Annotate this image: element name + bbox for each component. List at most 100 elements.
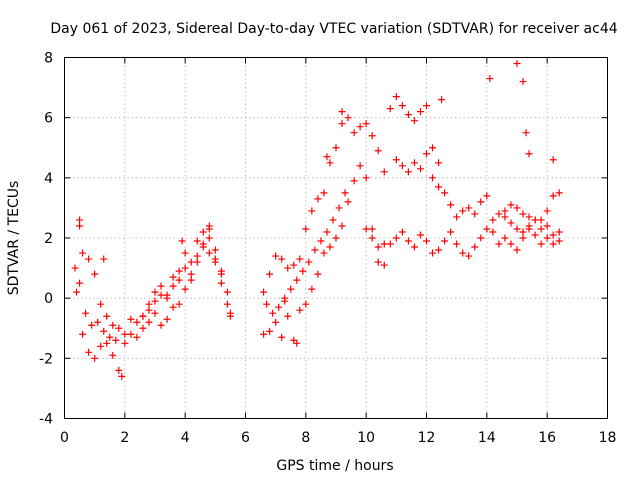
data-point bbox=[380, 240, 388, 248]
chart-title: Day 061 of 2023, Sidereal Day-to-day VTE… bbox=[50, 21, 617, 37]
x-tick-label: 18 bbox=[599, 430, 617, 446]
data-point bbox=[97, 300, 105, 308]
data-point bbox=[465, 204, 473, 212]
data-point bbox=[73, 288, 81, 296]
data-point bbox=[513, 204, 521, 212]
data-point bbox=[374, 243, 382, 251]
data-point bbox=[429, 174, 437, 182]
data-point bbox=[272, 318, 280, 326]
data-point bbox=[495, 210, 503, 218]
y-tick-label: 8 bbox=[44, 51, 53, 67]
data-point bbox=[501, 213, 509, 221]
data-point bbox=[163, 315, 171, 323]
data-point bbox=[453, 213, 461, 221]
data-point bbox=[438, 96, 446, 104]
data-point bbox=[519, 210, 527, 218]
data-point bbox=[151, 288, 159, 296]
data-point bbox=[537, 216, 545, 224]
data-point bbox=[543, 207, 551, 215]
data-point bbox=[356, 162, 364, 170]
data-point bbox=[323, 228, 331, 236]
data-point bbox=[543, 234, 551, 242]
data-point bbox=[109, 321, 117, 329]
data-point bbox=[199, 228, 207, 236]
data-point bbox=[296, 255, 304, 263]
data-point bbox=[410, 117, 418, 125]
data-point bbox=[356, 123, 364, 131]
data-point bbox=[338, 120, 346, 128]
data-point bbox=[416, 231, 424, 239]
data-point bbox=[477, 198, 485, 206]
data-point bbox=[103, 312, 111, 320]
data-point bbox=[344, 198, 352, 206]
data-point bbox=[211, 246, 219, 254]
data-point bbox=[435, 246, 443, 254]
data-point bbox=[85, 348, 93, 356]
data-point bbox=[398, 162, 406, 170]
data-point bbox=[507, 240, 515, 248]
data-point bbox=[320, 249, 328, 257]
data-point bbox=[169, 273, 177, 281]
data-point bbox=[106, 333, 114, 341]
data-point bbox=[507, 201, 515, 209]
data-point bbox=[537, 225, 545, 233]
data-point bbox=[531, 231, 539, 239]
data-point bbox=[169, 303, 177, 311]
data-point bbox=[380, 261, 388, 269]
data-point bbox=[519, 228, 527, 236]
data-points bbox=[71, 60, 563, 380]
data-point bbox=[465, 252, 473, 260]
data-point bbox=[332, 234, 340, 242]
data-point bbox=[332, 144, 340, 152]
data-point bbox=[429, 249, 437, 257]
data-point bbox=[507, 219, 515, 227]
series-isolated-points bbox=[76, 60, 557, 380]
data-point bbox=[226, 312, 234, 320]
data-point bbox=[269, 309, 277, 317]
data-point bbox=[537, 240, 545, 248]
data-point bbox=[112, 336, 120, 344]
data-point bbox=[284, 312, 292, 320]
data-point bbox=[76, 279, 84, 287]
data-point bbox=[404, 237, 412, 245]
y-tick-label: 2 bbox=[44, 231, 53, 247]
data-point bbox=[100, 255, 108, 263]
data-point bbox=[275, 303, 283, 311]
data-point bbox=[287, 285, 295, 293]
data-point bbox=[555, 189, 563, 197]
data-point bbox=[501, 234, 509, 242]
data-point bbox=[329, 216, 337, 224]
data-point bbox=[109, 351, 117, 359]
x-tick-label: 12 bbox=[418, 430, 436, 446]
data-point bbox=[127, 315, 135, 323]
data-point bbox=[79, 249, 87, 257]
data-point bbox=[91, 354, 99, 362]
data-point bbox=[85, 255, 93, 263]
data-point bbox=[103, 339, 111, 347]
data-point bbox=[175, 300, 183, 308]
data-point bbox=[157, 282, 165, 290]
data-point bbox=[477, 234, 485, 242]
data-point bbox=[362, 225, 370, 233]
y-tick-label: 0 bbox=[44, 291, 53, 307]
data-point bbox=[314, 270, 322, 278]
x-tick-label: 16 bbox=[538, 430, 556, 446]
data-point bbox=[211, 255, 219, 263]
x-tick-label: 2 bbox=[120, 430, 129, 446]
data-point bbox=[217, 267, 225, 275]
x-tick-label: 4 bbox=[181, 430, 190, 446]
data-point bbox=[157, 321, 165, 329]
data-point bbox=[178, 237, 186, 245]
data-point bbox=[453, 240, 461, 248]
data-point bbox=[513, 225, 521, 233]
data-point bbox=[513, 60, 521, 68]
data-point bbox=[338, 108, 346, 116]
data-point bbox=[320, 189, 328, 197]
axis-ticks: 0 2 4 6 8 10 12 14 16 18 -4 -2 0 2 4 6 8 bbox=[39, 51, 616, 447]
data-point bbox=[392, 234, 400, 242]
data-point bbox=[181, 285, 189, 293]
data-point bbox=[284, 264, 292, 272]
data-point bbox=[525, 222, 533, 230]
data-point bbox=[79, 330, 87, 338]
